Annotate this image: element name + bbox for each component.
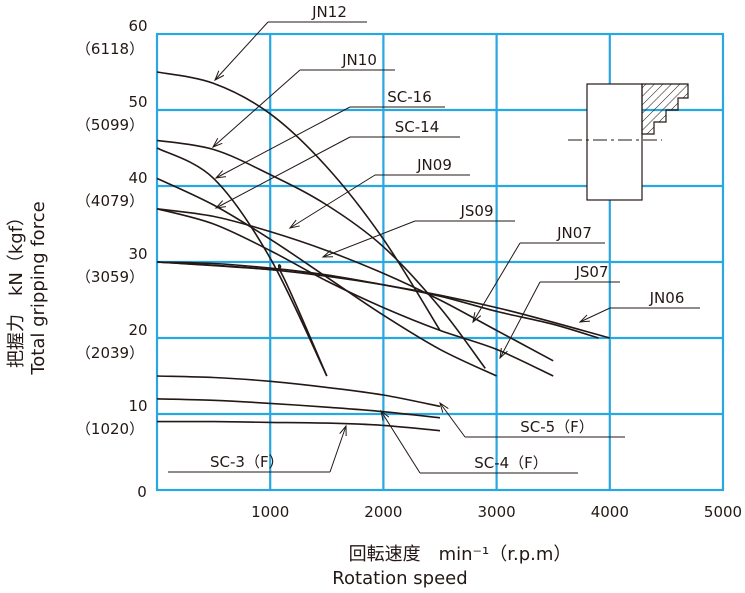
leader-arrow-sc-14 xyxy=(214,200,226,209)
leader-arrow-js07 xyxy=(499,348,508,360)
curve-jn06 xyxy=(156,261,611,339)
y-tick-label: 20 xyxy=(128,321,147,339)
leader-arrow-jn12 xyxy=(214,70,225,82)
leader-arrow-jn06 xyxy=(578,314,591,323)
leader-arrow-jn10 xyxy=(211,137,223,148)
x-axis-title-en: Rotation speed xyxy=(332,568,467,589)
curve-sc-5f xyxy=(156,375,441,408)
curve-sc-4f xyxy=(156,398,441,419)
series-label-js09: JS09 xyxy=(459,202,493,220)
leader-line-jn07 xyxy=(472,242,521,323)
series-label-jn12: JN12 xyxy=(311,3,347,21)
leader-line-jn09 xyxy=(289,174,376,229)
x-tick-label: 3000 xyxy=(478,503,516,521)
leader-line-sc-4 xyxy=(380,410,421,474)
leader-line-jn12 xyxy=(214,21,269,81)
curve-sc-14 xyxy=(156,177,497,377)
leader-line-sc-16 xyxy=(215,106,351,179)
chuck-profile-diagram xyxy=(568,83,689,201)
x-tick-label: 5000 xyxy=(704,503,742,521)
y-tick-label: 10 xyxy=(128,397,147,415)
y-axis-title: 把握力 kN（kgf） xyxy=(6,208,27,368)
x-tick-label: 1000 xyxy=(251,503,289,521)
y-tick-label: 30 xyxy=(128,245,147,263)
leader-line-jn06 xyxy=(579,307,611,323)
y-tick-label: 50 xyxy=(128,93,147,111)
x-tick-label: 4000 xyxy=(591,503,629,521)
curve-sc-3f xyxy=(156,420,441,432)
series-label-jn06: JN06 xyxy=(649,289,685,307)
tick-labels: 1000 2000 3000 4000 5000 0 10 （1020） 20 （2039） 30 （… xyxy=(76,17,742,521)
series-label-sc-4: SC-4（F） xyxy=(474,454,548,472)
series-label-sc-14: SC-14 xyxy=(395,118,440,136)
leader-arrow-jn07 xyxy=(472,312,482,324)
y-axis-title-en: Total gripping force xyxy=(28,201,49,375)
leaders: JN12 JN10 SC-16 SC-14 JN09 JS09 JN07 JS07 JN06 SC… xyxy=(168,3,700,474)
y-tick-sublabel: （6118） xyxy=(76,40,144,58)
leader-line-sc-5 xyxy=(439,402,466,438)
x-axis-title: 回転速度 min⁻¹（r.p.m） xyxy=(349,544,572,565)
leader-line-js09 xyxy=(322,220,416,258)
series-label-jn10: JN10 xyxy=(341,51,377,69)
x-origin-tick-label: 0 xyxy=(137,483,147,501)
curve-jn09 xyxy=(156,208,554,362)
series-label-sc-5: SC-5（F） xyxy=(520,418,594,436)
leader-line-sc-14 xyxy=(215,136,351,209)
leader-arrow-jn09 xyxy=(288,219,300,229)
leader-arrow-sc-5 xyxy=(439,401,449,413)
x-tick-label: 2000 xyxy=(364,503,402,521)
leader-arrow-sc-4 xyxy=(380,409,390,421)
series-label-jn07: JN07 xyxy=(556,224,592,242)
series-label-jn09: JN09 xyxy=(416,156,452,174)
series-label-js07: JS07 xyxy=(574,263,608,281)
y-tick-sublabel: （4079） xyxy=(76,192,144,210)
series-label-sc-3: SC-3（F） xyxy=(210,453,284,471)
y-tick-label: 40 xyxy=(128,169,147,187)
y-tick-sublabel: （1020） xyxy=(76,420,144,438)
y-tick-sublabel: （5099） xyxy=(76,116,144,134)
series-label-sc-16: SC-16 xyxy=(387,88,432,106)
leader-line-js07 xyxy=(499,281,541,359)
y-tick-sublabel: （2039） xyxy=(76,344,144,362)
leader-line-sc-3 xyxy=(329,425,347,473)
leader-arrow-sc-16 xyxy=(214,170,226,179)
y-tick-sublabel: （3059） xyxy=(76,268,144,286)
leader-arrow-js09 xyxy=(321,250,334,258)
y-tick-label: 60 xyxy=(128,17,147,35)
curves xyxy=(156,71,611,432)
curve-sc-16 xyxy=(156,139,486,369)
curve-jn07 xyxy=(156,208,554,377)
curve-js09 xyxy=(156,261,599,339)
leader-arrow-sc-3 xyxy=(339,424,347,437)
leader-line-jn10 xyxy=(212,69,301,148)
